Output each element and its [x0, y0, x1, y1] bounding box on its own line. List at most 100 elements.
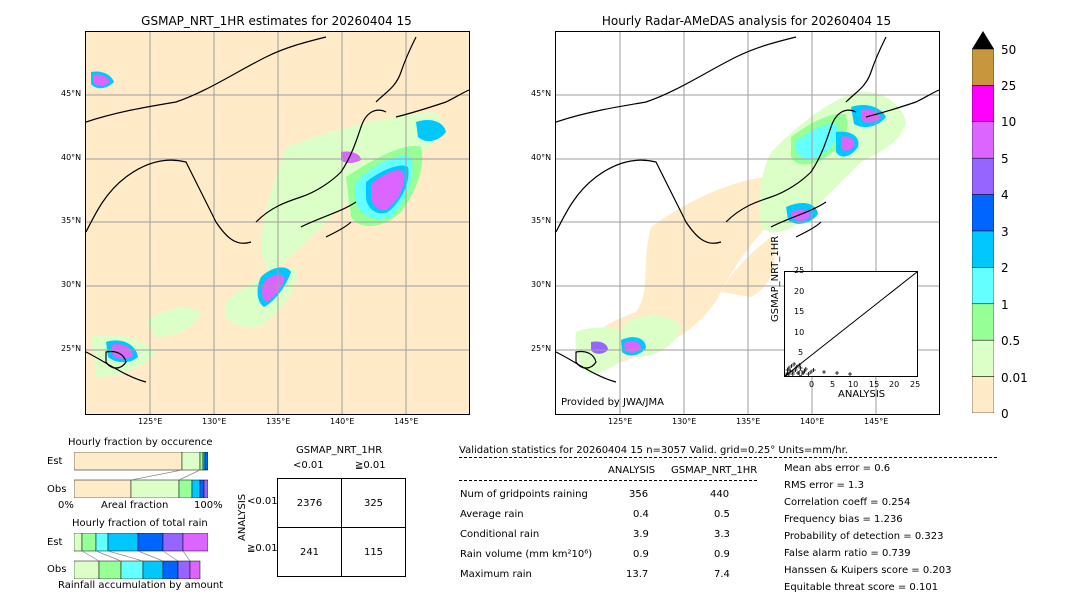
scatter-xtick-25: 25	[910, 380, 921, 389]
fraction-occurrence-est-label: Est	[47, 456, 63, 467]
colorbar-segment	[971, 121, 995, 159]
cbar-label-10: 10	[1001, 115, 1017, 129]
validation-row-label-1: Average rain	[460, 509, 524, 520]
right-lat-35: 35°N	[531, 216, 552, 225]
fraction-total-chart	[73, 532, 209, 580]
cbar-label-0-5: 0.5	[1001, 334, 1021, 348]
fraction-total-obs-label: Obs	[47, 564, 67, 575]
fraction-occurrence-obs-label: Obs	[47, 484, 67, 495]
cbar-label-2: 2	[1001, 261, 1009, 275]
score-6: Hanssen & Kuipers score = 0.203	[784, 565, 952, 576]
right-lon-140: 140°E	[800, 417, 825, 426]
cbar-label-50: 50	[1001, 43, 1017, 57]
right-rain-areas	[575, 91, 906, 374]
right-lon-125: 125°E	[608, 417, 633, 426]
cbar-label-4: 4	[1001, 188, 1009, 202]
right-lat-45: 45°N	[531, 89, 552, 98]
colorbar-segment	[971, 194, 995, 232]
score-5: False alarm ratio = 0.739	[784, 548, 911, 559]
scatter-point	[822, 370, 826, 374]
fraction-total-title: Hourly fraction of total rain	[72, 518, 208, 529]
validation-row-g-2: 3.3	[714, 529, 730, 540]
scatter-diagonal	[784, 271, 918, 377]
scatter-xlabel: ANALYSIS	[838, 389, 886, 400]
scatter-point	[788, 369, 793, 373]
left-map-svg	[86, 32, 469, 414]
right-map-title: Hourly Radar-AMeDAS analysis for 2026040…	[601, 14, 892, 28]
score-7: Equitable threat score = 0.101	[784, 582, 939, 593]
right-lat-25: 25°N	[531, 344, 552, 353]
scatter-point	[790, 372, 795, 376]
scatter-point	[803, 367, 808, 371]
scatter-point	[797, 363, 802, 367]
validation-row-a-0: 356	[629, 489, 649, 500]
left-lon-130: 130°E	[202, 417, 227, 426]
fraction-total-footer: Rainfall accumulation by amount	[58, 580, 224, 591]
validation-row-g-0: 440	[710, 489, 730, 500]
score-2: Correlation coeff = 0.254	[784, 497, 911, 508]
score-0: Mean abs error = 0.6	[784, 463, 891, 474]
left-map-title: GSMAP_NRT_1HR estimates for 20260404 15	[141, 14, 412, 28]
scatter-point	[835, 371, 839, 375]
left-coastlines	[86, 36, 469, 383]
colorbar-segment	[971, 303, 995, 341]
colorbar-segment	[971, 267, 995, 305]
colorbar-arrow	[972, 31, 994, 49]
contingency-table: 2376 325 241 115	[277, 478, 406, 577]
right-lon-145: 145°E	[864, 417, 889, 426]
contingency-title: GSMAP_NRT_1HR	[296, 445, 383, 456]
scatter-point	[786, 372, 791, 376]
validation-divider	[459, 457, 997, 458]
right-map	[555, 31, 940, 415]
scatter-svg	[784, 271, 918, 377]
right-map-svg	[556, 32, 939, 414]
left-lat-40: 40°N	[61, 153, 82, 162]
cbar-label-5: 5	[1001, 152, 1009, 166]
scatter-point	[801, 371, 806, 375]
provided-by-label: Provided by JWA/JMA	[561, 397, 664, 408]
contingency-cell-21: 241	[277, 527, 342, 577]
scatter-xtick-5: 5	[830, 380, 836, 389]
left-lat-30: 30°N	[61, 280, 82, 289]
left-graticule	[86, 32, 469, 414]
fraction-occurrence-title: Hourly fraction by occurence	[68, 437, 213, 448]
contingency-cell-12: 325	[341, 478, 406, 528]
scatter-ytick-15: 15	[794, 307, 805, 316]
contingency-cell-11: 2376	[277, 478, 342, 528]
score-1: RMS error = 1.3	[784, 480, 864, 491]
colorbar-segments	[971, 48, 995, 414]
scatter-ytick-5: 5	[798, 348, 804, 357]
colorbar-svg	[971, 31, 995, 414]
scatter-inset	[784, 271, 918, 377]
contingency-cell-22: 115	[341, 527, 406, 577]
validation-row-a-2: 3.9	[633, 529, 649, 540]
colorbar-segment	[971, 85, 995, 123]
left-lon-145: 145°E	[394, 417, 419, 426]
scatter-xtick-20: 20	[889, 380, 900, 389]
cbar-label-1: 1	[1001, 298, 1009, 312]
fraction-occurrence-svg	[73, 451, 209, 499]
left-rain-areas	[91, 71, 446, 377]
right-lon-130: 130°E	[672, 417, 697, 426]
fraction-occurrence-chart	[73, 451, 209, 499]
cbar-label-25: 25	[1001, 79, 1017, 93]
colorbar-segment	[971, 376, 995, 414]
colorbar-segment	[971, 157, 995, 195]
scatter-point	[793, 368, 798, 372]
left-lat-25: 25°N	[61, 344, 82, 353]
validation-row-g-4: 7.4	[714, 569, 730, 580]
validation-row-a-3: 0.9	[633, 549, 649, 560]
cbar-label-0-01: 0.01	[1001, 371, 1028, 385]
validation-row-g-3: 0.9	[714, 549, 730, 560]
validation-subdivider	[459, 480, 757, 481]
colorbar	[971, 31, 995, 414]
cbar-label-3: 3	[1001, 225, 1009, 239]
left-lat-45: 45°N	[61, 89, 82, 98]
scatter-ytick-0: 0	[798, 369, 804, 378]
scatter-xtick-10: 10	[848, 380, 859, 389]
validation-row-label-2: Conditional rain	[460, 529, 540, 540]
colorbar-segment	[971, 48, 995, 86]
scatter-point	[806, 372, 811, 376]
scatter-ytick-20: 20	[794, 287, 805, 296]
fraction-total-svg	[73, 532, 209, 580]
